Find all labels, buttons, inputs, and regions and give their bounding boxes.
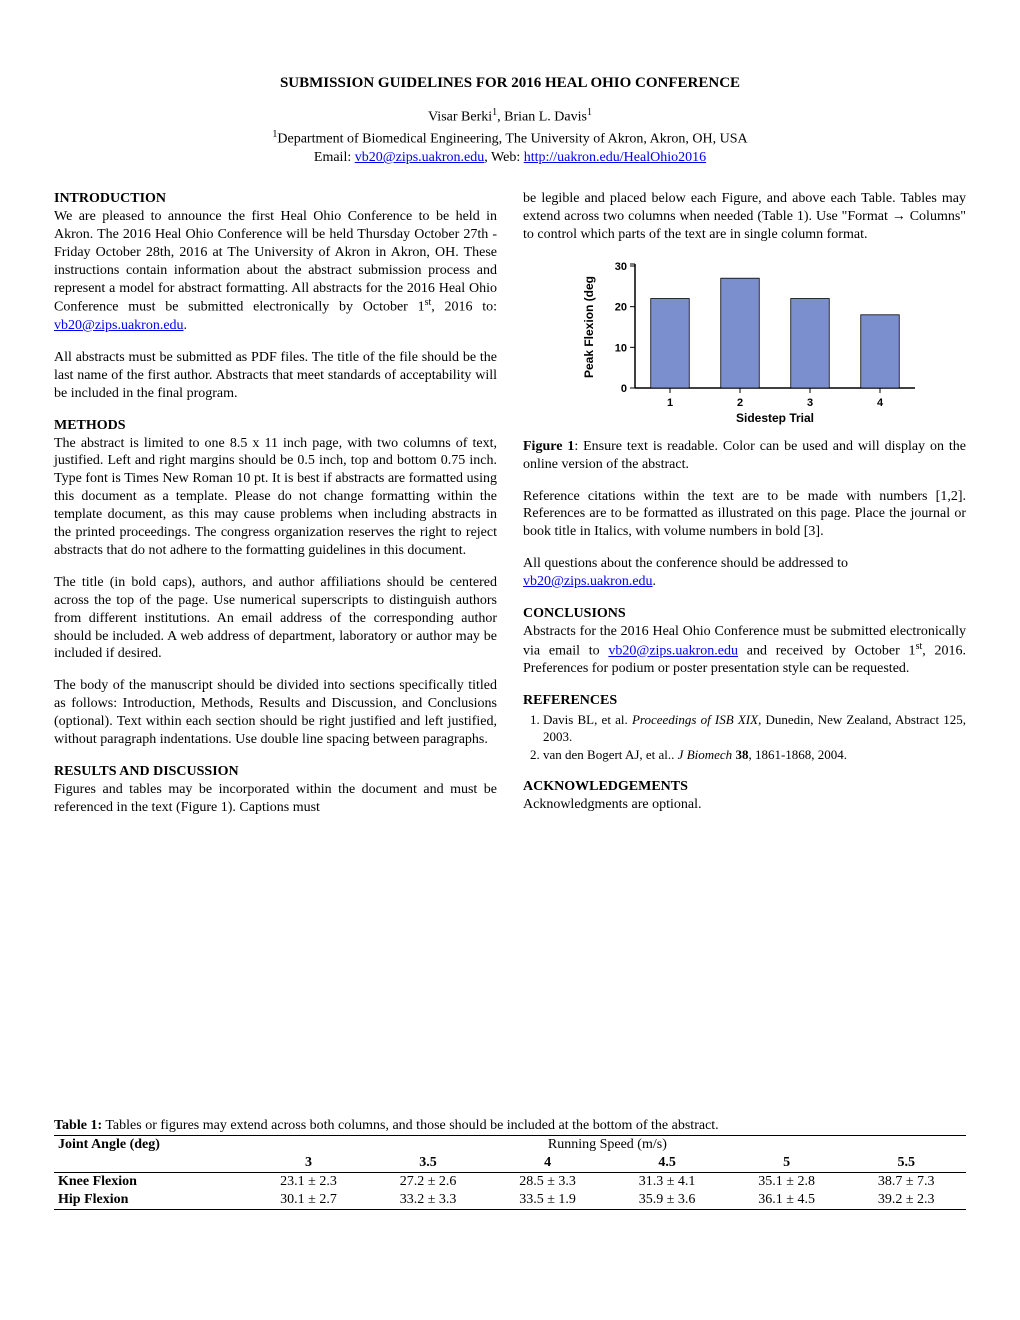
table-row: Hip Flexion30.1 ± 2.733.2 ± 3.333.5 ± 1.… <box>54 1191 966 1210</box>
methods-p3: The body of the manuscript should be div… <box>54 677 497 749</box>
table-col-header: 4.5 <box>607 1154 727 1173</box>
two-column-body: INTRODUCTION We are pleased to announce … <box>54 190 966 828</box>
table-cell: 35.9 ± 3.6 <box>607 1191 727 1210</box>
left-column: INTRODUCTION We are pleased to announce … <box>54 190 497 828</box>
reference-list: Davis BL, et al. Proceedings of ISB XIX,… <box>523 712 966 764</box>
web-prefix: , Web: <box>484 150 523 165</box>
heading-intro: INTRODUCTION <box>54 190 497 208</box>
table-spanhead: Running Speed (m/s) <box>249 1136 966 1154</box>
right-cont-p1: be legible and placed below each Figure,… <box>523 190 966 244</box>
heading-methods: METHODS <box>54 417 497 435</box>
svg-text:0: 0 <box>620 383 626 395</box>
table-cell: 23.1 ± 2.3 <box>249 1173 369 1192</box>
figure-1-chart: 0 10 20 30 1 2 3 4 Sidestep Trial Peak Flexion (d… <box>523 258 966 428</box>
table-col-header: 3 <box>249 1154 369 1173</box>
page: SUBMISSION GUIDELINES FOR 2016 HEAL OHIO… <box>0 0 1020 1320</box>
author-2-sup: 1 <box>587 107 592 118</box>
refs-paragraph: Reference citations within the text are … <box>523 488 966 542</box>
svg-text:Sidestep Trial: Sidestep Trial <box>735 411 813 425</box>
author-1: Visar Berki <box>428 110 492 125</box>
table-header-row-1: Joint Angle (deg) Running Speed (m/s) <box>54 1136 966 1154</box>
email-prefix: Email: <box>314 150 355 165</box>
web-link[interactable]: http://uakron.edu/HealOhio2016 <box>524 150 706 165</box>
heading-references: REFERENCES <box>523 692 966 710</box>
email-link[interactable]: vb20@zips.uakron.edu <box>355 150 485 165</box>
table-cell: 39.2 ± 2.3 <box>846 1191 966 1210</box>
svg-text:10: 10 <box>614 342 626 354</box>
questions-paragraph: All questions about the conference shoul… <box>523 555 966 591</box>
svg-text:20: 20 <box>614 301 626 313</box>
page-title: SUBMISSION GUIDELINES FOR 2016 HEAL OHIO… <box>54 75 966 92</box>
table-row: Knee Flexion23.1 ± 2.327.2 ± 2.628.5 ± 3… <box>54 1173 966 1192</box>
heading-conclusions: CONCLUSIONS <box>523 605 966 623</box>
authors-block: Visar Berki1, Brian L. Davis1 1Departmen… <box>54 106 966 168</box>
conclusions-p: Abstracts for the 2016 Heal Ohio Confere… <box>523 623 966 678</box>
table-cell: 33.5 ± 1.9 <box>488 1191 608 1210</box>
table-cell: 27.2 ± 2.6 <box>368 1173 488 1192</box>
svg-text:3: 3 <box>806 397 812 409</box>
table-col-header: 3.5 <box>368 1154 488 1173</box>
heading-results: RESULTS AND DISCUSSION <box>54 763 497 781</box>
table-col-header: 5.5 <box>846 1154 966 1173</box>
table-col-header: 5 <box>727 1154 847 1173</box>
methods-p2: The title (in bold caps), authors, and a… <box>54 574 497 664</box>
table-1-caption: Table 1: Tables or figures may extend ac… <box>54 1118 966 1136</box>
intro-p2: All abstracts must be submitted as PDF f… <box>54 349 497 403</box>
table-cell: 36.1 ± 4.5 <box>727 1191 847 1210</box>
svg-text:1: 1 <box>666 397 672 409</box>
intro-email-link[interactable]: vb20@zips.uakron.edu <box>54 318 184 333</box>
methods-p1: The abstract is limited to one 8.5 x 11 … <box>54 435 497 560</box>
bar-chart-svg: 0 10 20 30 1 2 3 4 Sidestep Trial Peak Flexion (d… <box>565 258 925 428</box>
table-cell: 38.7 ± 7.3 <box>846 1173 966 1192</box>
table-1: Joint Angle (deg) Running Speed (m/s) 33… <box>54 1136 966 1210</box>
author-2: , Brian L. Davis <box>497 110 587 125</box>
table-cell: 28.5 ± 3.3 <box>488 1173 608 1192</box>
table-cell: 30.1 ± 2.7 <box>249 1191 369 1210</box>
results-p1: Figures and tables may be incorporated w… <box>54 781 497 817</box>
table-rowhead: Joint Angle (deg) <box>54 1136 249 1173</box>
svg-text:Peak Flexion (deg: Peak Flexion (deg <box>582 276 596 378</box>
table-col-header: 4 <box>488 1154 608 1173</box>
table-row-label: Knee Flexion <box>54 1173 249 1192</box>
figure-1-caption: Figure 1: Ensure text is readable. Color… <box>523 438 966 474</box>
table-cell: 33.2 ± 3.3 <box>368 1191 488 1210</box>
svg-text:30: 30 <box>614 261 626 273</box>
table-cell: 31.3 ± 4.1 <box>607 1173 727 1192</box>
svg-text:4: 4 <box>876 397 883 409</box>
affil: Department of Biomedical Engineering, Th… <box>277 131 747 146</box>
reference-1: Davis BL, et al. Proceedings of ISB XIX,… <box>543 712 966 745</box>
concl-email-link[interactable]: vb20@zips.uakron.edu <box>608 644 738 659</box>
svg-text:2: 2 <box>736 397 742 409</box>
right-column: be legible and placed below each Figure,… <box>523 190 966 828</box>
ack-p: Acknowledgments are optional. <box>523 796 966 814</box>
reference-2: van den Bogert AJ, et al.. J Biomech 38,… <box>543 747 966 764</box>
table-cell: 35.1 ± 2.8 <box>727 1173 847 1192</box>
intro-p1: We are pleased to announce the first Hea… <box>54 208 497 335</box>
table-1-block: Table 1: Tables or figures may extend ac… <box>54 1118 966 1210</box>
table-row-label: Hip Flexion <box>54 1191 249 1210</box>
heading-ack: ACKNOWLEDGEMENTS <box>523 778 966 796</box>
questions-email-link[interactable]: vb20@zips.uakron.edu <box>523 574 653 589</box>
